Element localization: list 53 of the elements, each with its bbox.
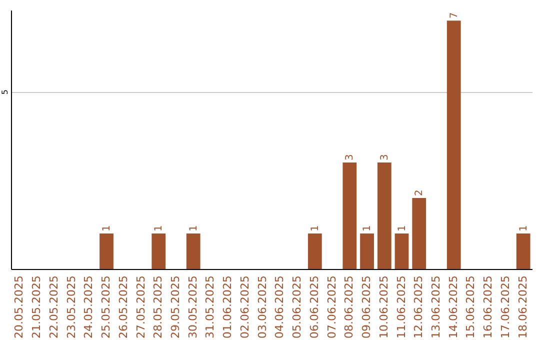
x-tick-label: 20.05.2025: [12, 276, 26, 338]
x-tick-label: 09.06.2025: [360, 276, 374, 338]
bar: [360, 234, 374, 269]
bar: [516, 234, 530, 269]
bar: [152, 234, 166, 269]
data-label: 1: [102, 225, 113, 232]
x-tick-label: 28.05.2025: [152, 276, 165, 338]
bar: [186, 234, 200, 269]
x-tick-label: 12.06.2025: [412, 276, 426, 338]
x-tick-label: 16.06.2025: [482, 276, 495, 338]
x-tick-label: 29.05.2025: [168, 276, 182, 338]
data-label: 7: [448, 12, 460, 19]
x-tick-label: 26.05.2025: [116, 276, 130, 338]
data-label: 2: [414, 190, 426, 196]
x-tick-label: 13.06.2025: [429, 276, 442, 338]
bar: [412, 198, 426, 269]
x-tick-label: 10.06.2025: [377, 276, 390, 338]
x-tick-label: 11.06.2025: [394, 276, 408, 338]
data-label: 1: [188, 225, 200, 232]
x-tick-label: 08.06.2025: [342, 276, 356, 338]
x-tick-label: 04.06.2025: [273, 276, 286, 338]
x-tick-label: 14.06.2025: [446, 276, 460, 338]
x-tick-label: 18.06.2025: [516, 276, 530, 338]
bar: [342, 162, 357, 269]
x-tick-label: 02.06.2025: [238, 276, 252, 338]
data-label: 1: [362, 225, 374, 232]
data-label: 1: [154, 225, 165, 232]
x-tick-label: 22.05.2025: [47, 276, 60, 338]
x-tick-label: 30.05.2025: [186, 276, 200, 338]
data-label: 1: [310, 225, 321, 232]
x-tick-label: 17.06.2025: [498, 276, 512, 338]
x-tick-label: 15.06.2025: [464, 276, 478, 338]
data-label: 3: [344, 154, 356, 161]
x-tick-label: 06.06.2025: [308, 276, 321, 338]
x-tick-label: 05.06.2025: [290, 276, 304, 338]
x-tick-label: 24.05.2025: [82, 276, 96, 338]
x-tick-label: 31.05.2025: [204, 276, 217, 338]
bar: [100, 234, 114, 269]
bar: [308, 234, 322, 269]
bar: [377, 162, 392, 269]
bar: [446, 20, 461, 269]
x-tick-label: 21.05.2025: [30, 276, 44, 338]
x-tick-label: 23.05.2025: [64, 276, 78, 338]
y-tick-label: 5: [0, 90, 10, 95]
x-tick-label: 07.06.2025: [325, 276, 338, 338]
bar: [394, 234, 409, 269]
data-label: 1: [396, 225, 408, 232]
x-tick-label: 27.05.2025: [134, 276, 148, 338]
x-tick-label: 01.06.2025: [221, 276, 234, 338]
x-tick-label: 25.05.2025: [100, 276, 113, 338]
data-label: 3: [379, 154, 390, 161]
data-label: 1: [518, 225, 530, 232]
x-tick-label: 03.06.2025: [256, 276, 269, 338]
